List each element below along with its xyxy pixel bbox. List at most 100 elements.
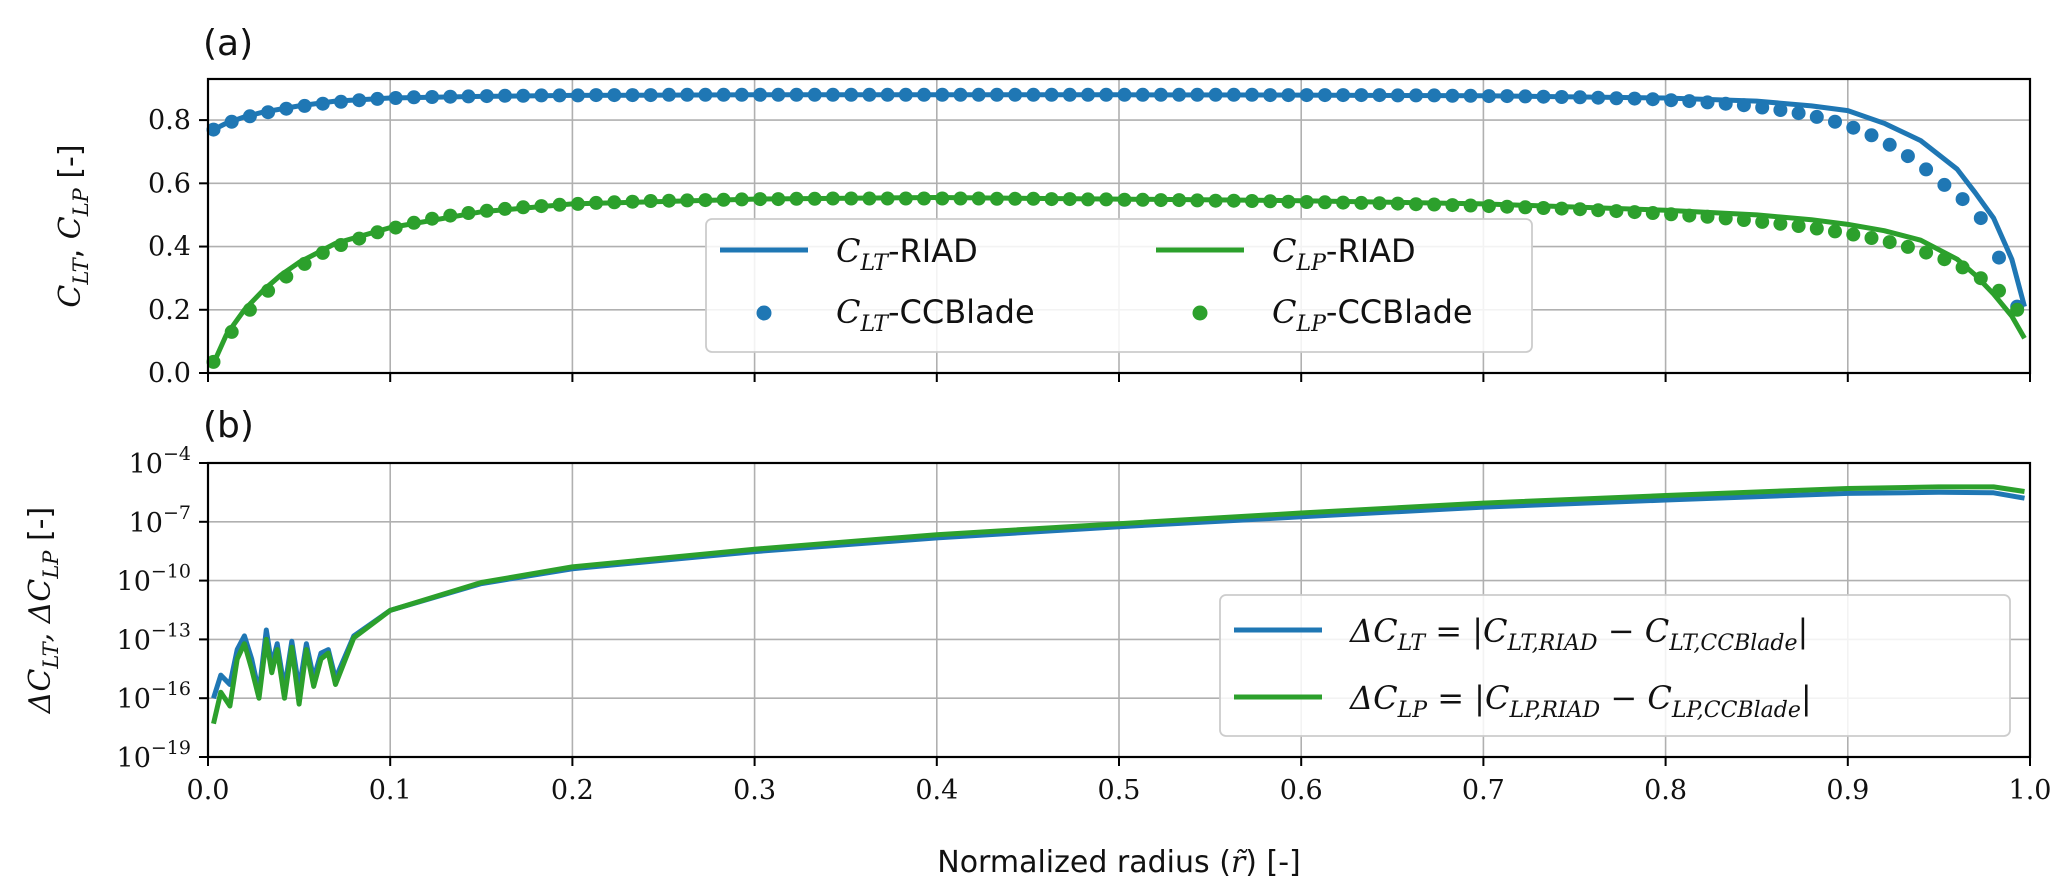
- data-point: [297, 98, 312, 113]
- data-point: [734, 87, 749, 102]
- data-point: [698, 193, 713, 208]
- data-point: [425, 211, 440, 226]
- data-point: [789, 87, 804, 102]
- data-point: [1500, 199, 1515, 214]
- data-point: [1445, 198, 1460, 213]
- data-point: [1828, 114, 1842, 129]
- data-point: [680, 193, 695, 208]
- data-point: [1445, 88, 1460, 103]
- data-point: [880, 87, 895, 102]
- data-point: [1354, 88, 1369, 103]
- data-point: [242, 302, 257, 317]
- data-point: [1135, 192, 1150, 207]
- data-point: [1846, 120, 1861, 135]
- data-point: [1955, 260, 1970, 275]
- data-point: [1809, 221, 1824, 236]
- data-point: [1609, 91, 1624, 106]
- data-point: [1554, 90, 1569, 104]
- data-point: [862, 191, 877, 206]
- data-point: [1573, 202, 1587, 217]
- data-point: [224, 114, 239, 129]
- panel-a-y-axis-label: CLT, CLP [-]: [53, 144, 93, 307]
- data-point: [1573, 90, 1587, 105]
- data-point: [1500, 89, 1515, 104]
- panel-b-legend: ΔCLT = |CLT,RIAD − CLT,CCBlade| ΔCLP = |…: [1219, 594, 2011, 737]
- data-point: [1791, 106, 1806, 121]
- data-point: [698, 87, 713, 102]
- data-point: [1700, 95, 1715, 110]
- data-point: [1609, 204, 1624, 219]
- data-point: [1973, 271, 1988, 286]
- data-point: [953, 87, 968, 102]
- panel-b-x-tick-labels: 0.0 0.1 0.2 0.3 0.4 0.5 0.6 0.7 0.8 0.9 1.0: [187, 775, 2052, 806]
- series-line-1: [211, 484, 2025, 725]
- data-point: [953, 191, 968, 206]
- x-tick-label: 0.3: [733, 775, 776, 806]
- data-point: [643, 88, 658, 103]
- data-point: [1044, 87, 1059, 102]
- data-point: [789, 191, 804, 206]
- data-point: [1973, 211, 1988, 226]
- data-point: [1081, 87, 1095, 102]
- data-point: [807, 87, 822, 102]
- x-tick-label: 0.0: [187, 775, 230, 806]
- data-point: [898, 87, 913, 102]
- data-point: [844, 87, 859, 102]
- y-tick-label: 10−4: [129, 443, 191, 480]
- data-point: [1900, 239, 1915, 254]
- data-point: [1627, 205, 1642, 220]
- data-point: [1828, 224, 1842, 239]
- panel-a-ticks: [199, 119, 2031, 382]
- data-point: [1627, 91, 1642, 106]
- data-point: [662, 193, 676, 208]
- data-point: [1864, 128, 1879, 143]
- data-point: [352, 93, 367, 108]
- panel-a-legend: CLT-RIAD CLT-CCBlade CLP-RIAD CLP-CCBlad…: [705, 218, 1533, 353]
- data-point: [1153, 193, 1168, 208]
- ylabel-a-c2: C: [53, 216, 88, 239]
- data-point: [570, 196, 585, 211]
- x-tick-label: 0.4: [915, 775, 958, 806]
- data-point: [1099, 192, 1114, 207]
- legend-label-clt-riad: CLT-RIAD: [836, 232, 978, 276]
- data-point: [1919, 162, 1934, 177]
- data-point: [716, 87, 731, 102]
- data-point: [1736, 213, 1751, 227]
- data-point: [1062, 192, 1077, 207]
- data-point: [1682, 94, 1697, 109]
- data-point: [1919, 245, 1934, 260]
- data-point: [1992, 250, 2006, 265]
- data-point: [406, 215, 421, 230]
- data-point: [1809, 109, 1824, 124]
- data-point: [825, 87, 840, 102]
- data-point: [315, 96, 330, 111]
- legend-label-clt-ccblade: CLT-CCBlade: [836, 293, 1035, 337]
- data-point: [1900, 149, 1915, 164]
- data-point: [1664, 93, 1679, 108]
- data-point: [1481, 89, 1496, 104]
- data-point: [1518, 89, 1533, 104]
- data-point: [753, 87, 768, 102]
- data-point: [224, 324, 239, 339]
- data-point: [279, 269, 294, 284]
- data-point: [1427, 197, 1442, 212]
- data-point: [716, 192, 731, 207]
- data-point: [388, 220, 403, 235]
- data-point: [1664, 207, 1679, 222]
- data-point: [1135, 87, 1150, 102]
- data-point: [1226, 193, 1241, 208]
- y-tick-label: 10−10: [117, 561, 191, 598]
- data-point: [479, 203, 494, 218]
- data-point: [1755, 100, 1770, 115]
- data-point: [498, 88, 512, 103]
- data-point: [1008, 191, 1023, 206]
- data-point: [370, 91, 385, 106]
- data-point: [734, 192, 749, 207]
- data-point: [1409, 197, 1423, 212]
- data-point: [498, 201, 512, 216]
- panel-b-series: [211, 484, 2025, 725]
- data-point: [1336, 88, 1351, 103]
- data-point: [844, 191, 859, 206]
- panel-b-ticks: [199, 462, 2031, 766]
- legend-label-clp-riad: CLP-RIAD: [1272, 232, 1416, 276]
